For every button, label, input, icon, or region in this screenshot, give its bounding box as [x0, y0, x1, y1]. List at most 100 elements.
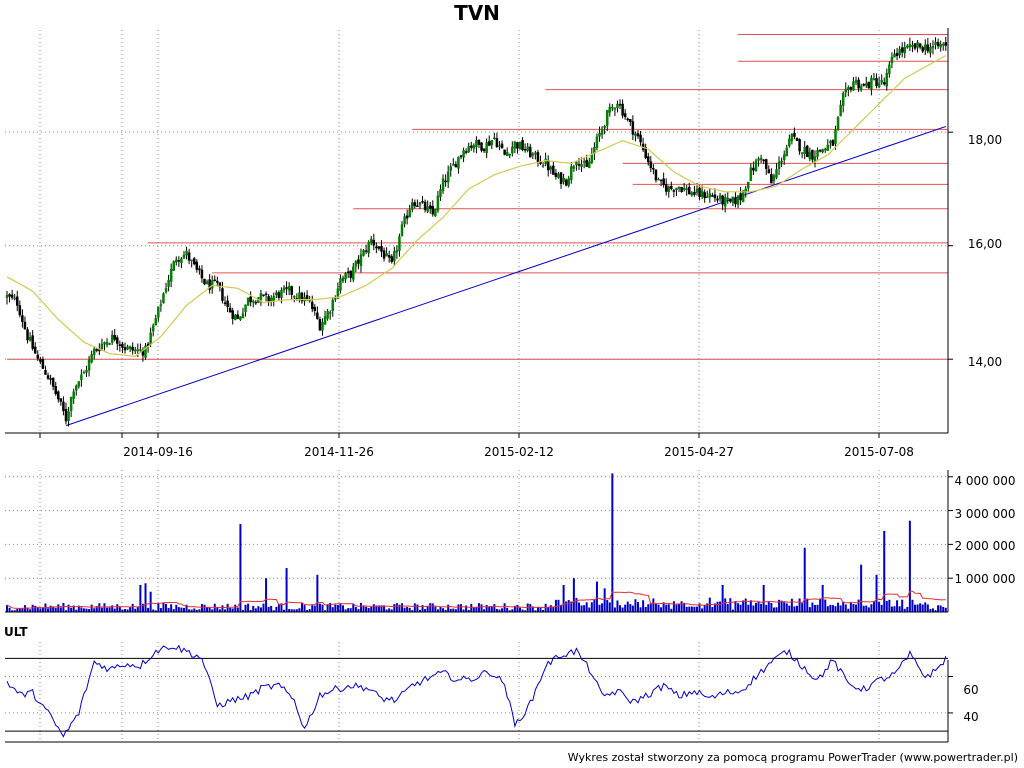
candle-body — [382, 250, 386, 259]
candle-body — [434, 209, 437, 217]
candle-body — [46, 375, 50, 379]
volume-bar — [770, 602, 773, 612]
candle-body — [764, 159, 768, 169]
volume-bar — [224, 609, 227, 612]
volume-bar — [62, 602, 65, 612]
volume-bar — [306, 610, 309, 612]
volume-bar — [200, 604, 203, 612]
candle-body — [285, 287, 288, 289]
candle-body — [844, 88, 848, 93]
candle-body — [321, 321, 324, 331]
candle-body — [859, 86, 863, 91]
volume-bar — [783, 601, 786, 612]
candle-body — [359, 254, 363, 266]
volume-bar — [577, 602, 580, 612]
volume-bar — [808, 607, 811, 612]
volume-bar — [778, 599, 781, 612]
candle-body — [57, 391, 60, 400]
volume-bar — [229, 607, 232, 612]
candle-body — [305, 295, 309, 300]
ult-panel: ULT 60 40 — [4, 625, 979, 743]
trend-line-segment — [65, 126, 946, 427]
volume-bar — [13, 610, 16, 612]
candle-body — [75, 385, 78, 391]
candle-body — [69, 397, 73, 411]
volume-bar — [529, 604, 532, 612]
candle-body — [316, 312, 319, 319]
volume-bar — [421, 605, 424, 612]
volume-bar — [265, 578, 268, 612]
candle-body — [498, 145, 501, 147]
candle-body — [772, 175, 776, 182]
volume-bar — [688, 606, 691, 612]
x-tick-2015-02-12: 2015-02-12 — [484, 445, 554, 459]
candle-body — [241, 313, 245, 319]
volume-bar — [193, 608, 196, 612]
candle-body — [385, 253, 388, 257]
candle-body — [826, 144, 830, 151]
volume-bar — [734, 601, 737, 612]
candle-body — [149, 332, 152, 345]
volume-bar — [54, 607, 57, 612]
candle-body — [282, 287, 286, 291]
candle-body — [395, 249, 399, 253]
candle-body — [203, 278, 206, 285]
volume-bar — [567, 600, 570, 612]
volume-bar — [452, 608, 455, 612]
candle-body — [508, 153, 511, 156]
volume-bar — [226, 603, 229, 612]
candle-body — [244, 304, 247, 312]
volume-bar — [365, 606, 368, 612]
volume-bar — [418, 609, 421, 612]
candle-body — [690, 192, 694, 196]
candle-body — [559, 172, 563, 184]
candle-body — [546, 160, 550, 171]
volume-bar — [182, 607, 185, 612]
candle-body — [688, 187, 691, 195]
volume-bar — [729, 598, 732, 612]
candle-body — [836, 117, 840, 131]
candle-body — [33, 346, 37, 354]
candle-body — [387, 254, 391, 258]
candle-body — [323, 316, 327, 325]
volume-bar — [547, 607, 550, 612]
volume-bar — [829, 604, 832, 612]
volume-bar — [95, 606, 98, 612]
candle-body — [929, 47, 932, 54]
volume-bar — [244, 604, 247, 612]
candle-body — [31, 335, 34, 349]
volume-bar — [675, 604, 678, 612]
candle-body — [426, 206, 429, 212]
volume-bar — [739, 604, 742, 612]
candle-body — [464, 151, 468, 153]
candle-body — [54, 386, 57, 395]
candle-body — [457, 156, 460, 169]
volume-bar — [185, 604, 188, 612]
candle-body — [23, 321, 27, 330]
volume-bar — [334, 604, 337, 612]
volume-bar — [670, 608, 673, 612]
candle-body — [605, 110, 609, 126]
candle-body — [185, 250, 188, 256]
volume-bar — [398, 604, 401, 612]
candle-body — [208, 279, 211, 290]
candle-body — [526, 146, 529, 151]
candle-body — [231, 310, 234, 319]
trend-line — [65, 126, 946, 427]
candle-body — [110, 334, 114, 343]
volume-bar — [362, 605, 365, 612]
volume-bar — [8, 607, 11, 612]
volume-bar — [116, 604, 119, 612]
candle-body — [239, 316, 242, 320]
candle-body — [813, 156, 817, 162]
volume-bar — [914, 604, 917, 612]
candle-body — [334, 298, 337, 300]
candle-body — [272, 296, 276, 301]
candle-body — [172, 261, 175, 271]
volume-bar — [772, 607, 775, 612]
candle-body — [139, 349, 142, 351]
candle-body — [500, 143, 504, 149]
volume-bar — [454, 609, 457, 612]
candle-body — [318, 318, 322, 331]
candle-body — [162, 293, 165, 304]
